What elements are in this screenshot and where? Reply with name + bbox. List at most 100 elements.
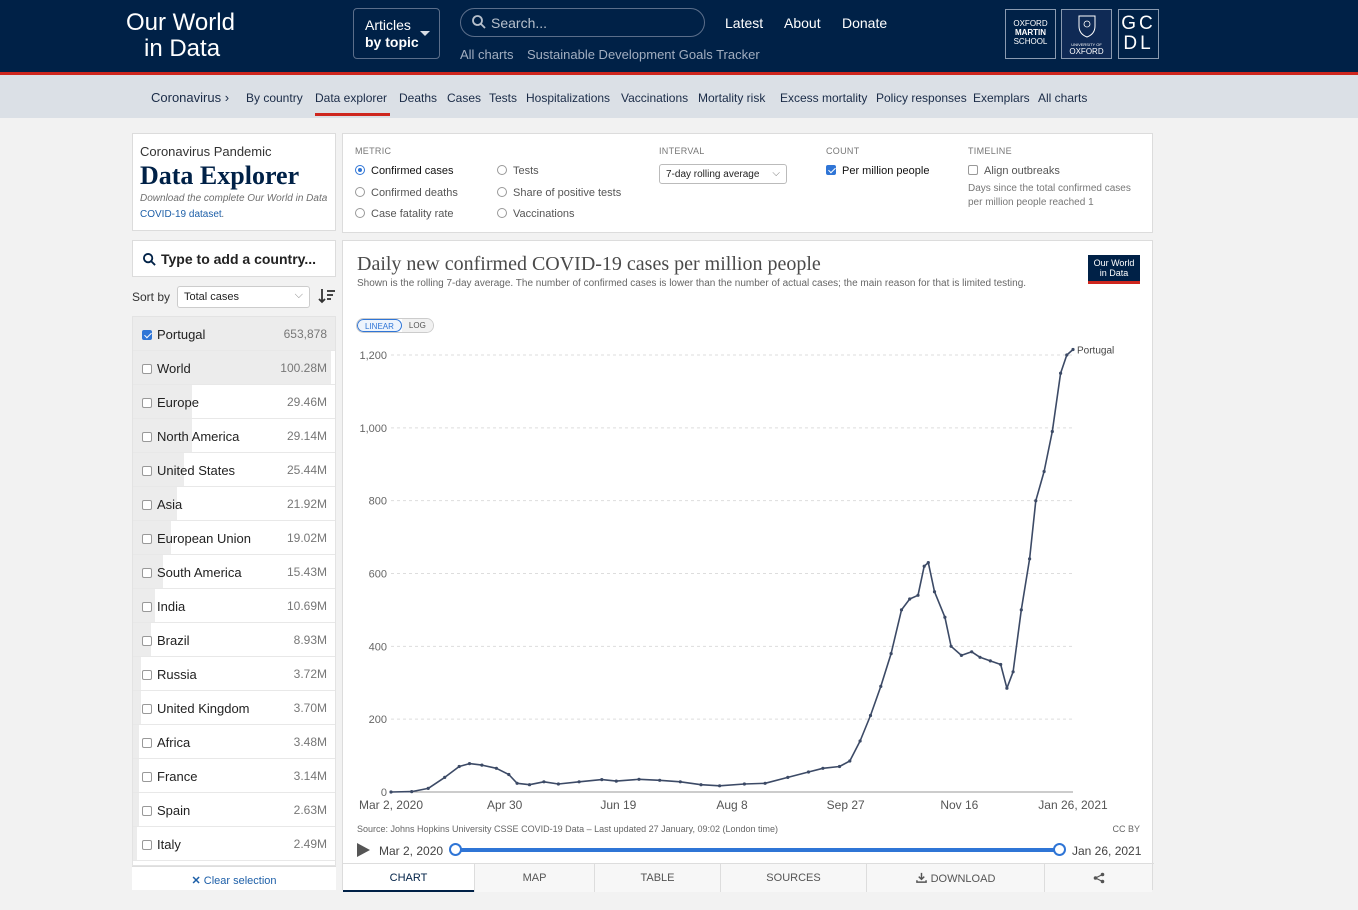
subnav-mortality-risk[interactable]: Mortality risk	[698, 91, 766, 105]
subnav-policy-responses[interactable]: Policy responses	[876, 91, 967, 105]
metric-share-positive-tests[interactable]: Share of positive tests	[497, 187, 621, 199]
data-point	[457, 764, 461, 769]
line-chart[interactable]: 0 200 400 600 800 1,000 1,200 Mar 2, 2020 Apr 30…	[343, 341, 1152, 821]
nav-about-link[interactable]: About	[784, 15, 821, 31]
interval-select[interactable]: 7-day rolling average ⌵	[659, 164, 787, 184]
checkbox-icon[interactable]	[142, 772, 152, 782]
x-tick-label: Jan 26, 2021	[1038, 798, 1108, 812]
subnav-hospitalizations[interactable]: Hospitalizations	[526, 91, 611, 105]
metric-tests[interactable]: Tests	[497, 165, 539, 177]
coronavirus-subnav: Coronavirus › By country Data explorer D…	[0, 75, 1358, 118]
count-per-million-checkbox[interactable]: Per million people	[826, 165, 929, 177]
tab-sources[interactable]: SOURCES	[721, 864, 867, 892]
checkbox-icon[interactable]	[142, 602, 152, 612]
country-row[interactable]: Africa 3.48M	[133, 725, 335, 759]
tab-map[interactable]: MAP	[475, 864, 595, 892]
all-charts-link[interactable]: All charts	[460, 47, 514, 62]
scale-toggle[interactable]: LINEAR LOG	[356, 318, 434, 333]
country-share-bar	[133, 487, 178, 520]
subnav-data-explorer[interactable]: Data explorer	[315, 91, 388, 105]
country-row[interactable]: United Kingdom 3.70M	[133, 691, 335, 725]
subnav-deaths[interactable]: Deaths	[399, 91, 438, 105]
scale-log-button[interactable]: LOG	[401, 319, 433, 332]
metric-vaccinations[interactable]: Vaccinations	[497, 208, 575, 220]
checkbox-icon[interactable]	[142, 398, 152, 408]
country-row[interactable]: Brazil 8.93M	[133, 623, 335, 657]
metric-case-fatality-rate[interactable]: Case fatality rate	[355, 208, 454, 220]
timeline-track[interactable]	[458, 848, 1062, 852]
country-search-placeholder: Type to add a country...	[161, 251, 317, 267]
country-row[interactable]: World 100.28M	[133, 351, 335, 385]
checkbox-icon[interactable]	[142, 330, 152, 340]
country-row[interactable]: Asia 21.92M	[133, 487, 335, 521]
country-row[interactable]: United States 25.44M	[133, 453, 335, 487]
subnav-vaccinations[interactable]: Vaccinations	[621, 91, 689, 105]
country-list[interactable]: Portugal 653,878 World 100.28M Europe 29.46M N…	[132, 316, 336, 866]
subnav-excess-mortality[interactable]: Excess mortality	[780, 91, 868, 105]
country-search-input[interactable]: Type to add a country...	[132, 240, 336, 277]
dataset-download-link[interactable]: COVID-19 dataset	[140, 209, 222, 220]
checkbox-icon[interactable]	[142, 364, 152, 374]
metric-confirmed-deaths[interactable]: Confirmed deaths	[355, 187, 458, 199]
country-row[interactable]: India 10.69M	[133, 589, 335, 623]
timeline-start-handle[interactable]	[449, 843, 462, 856]
country-share-bar	[133, 317, 335, 350]
checkbox-icon[interactable]	[142, 568, 152, 578]
checkbox-icon[interactable]	[142, 670, 152, 680]
country-name: North America	[157, 429, 240, 444]
subnav-all-charts[interactable]: All charts	[1038, 91, 1088, 105]
subnav-cases[interactable]: Cases	[447, 91, 482, 105]
articles-by-topic-button[interactable]: Articles by topic	[353, 8, 440, 59]
country-row[interactable]: South America 15.43M	[133, 555, 335, 589]
sdg-tracker-link[interactable]: Sustainable Development Goals Tracker	[527, 47, 760, 62]
oxford-martin-school-logo[interactable]: OXFORD MARTIN SCHOOL	[1005, 9, 1056, 59]
country-row[interactable]: Russia 3.72M	[133, 657, 335, 691]
tab-share[interactable]	[1045, 864, 1152, 892]
align-outbreaks-checkbox[interactable]: Align outbreaks	[968, 165, 1060, 177]
country-row[interactable]: Portugal 653,878	[133, 317, 335, 351]
checkbox-icon	[968, 165, 978, 175]
sort-by-select[interactable]: Total cases ⌵	[177, 286, 310, 308]
nav-latest-link[interactable]: Latest	[725, 15, 764, 31]
country-row[interactable]: European Union 19.02M	[133, 521, 335, 555]
tab-download[interactable]: DOWNLOAD	[867, 864, 1045, 892]
clear-selection-button[interactable]: ✕ Clear selection	[132, 866, 336, 890]
subnav-coronavirus[interactable]: Coronavirus ›	[151, 90, 230, 105]
data-point	[556, 782, 560, 786]
country-row[interactable]: Europe 29.46M	[133, 385, 335, 419]
checkbox-icon[interactable]	[142, 636, 152, 646]
checkbox-icon[interactable]	[142, 704, 152, 714]
search-input[interactable]: Search...	[460, 8, 705, 37]
nav-donate-link[interactable]: Donate	[842, 15, 888, 31]
country-row[interactable]: France 3.14M	[133, 759, 335, 793]
timeline-slider[interactable]: Mar 2, 2020 Jan 26, 2021	[357, 842, 1147, 860]
checkbox-icon[interactable]	[142, 738, 152, 748]
chevron-down-icon: ⌵	[772, 168, 780, 179]
sort-descending-icon[interactable]	[318, 287, 336, 305]
tab-table[interactable]: TABLE	[595, 864, 721, 892]
subnav-exemplars[interactable]: Exemplars	[973, 91, 1030, 105]
license-label[interactable]: CC BY	[1112, 824, 1140, 834]
checkbox-icon[interactable]	[142, 534, 152, 544]
checkbox-icon[interactable]	[142, 806, 152, 816]
subnav-tests[interactable]: Tests	[489, 91, 518, 105]
owid-logo[interactable]: Our World in Data	[126, 10, 235, 62]
checkbox-icon[interactable]	[142, 840, 152, 850]
metric-confirmed-cases[interactable]: Confirmed cases	[355, 165, 454, 177]
country-row[interactable]: Spain 2.63M	[133, 793, 335, 827]
owid-chart-logo[interactable]: Our World in Data	[1088, 255, 1140, 284]
country-name: Africa	[157, 735, 191, 750]
gcdl-logo[interactable]: GC DL	[1118, 9, 1159, 59]
country-row[interactable]: Italy 2.49M	[133, 827, 335, 861]
tab-chart[interactable]: CHART	[343, 864, 475, 892]
checkbox-icon[interactable]	[142, 466, 152, 476]
country-row[interactable]: North America 29.14M	[133, 419, 335, 453]
checkbox-icon[interactable]	[142, 432, 152, 442]
data-point	[970, 650, 974, 654]
timeline-end-handle[interactable]	[1053, 843, 1066, 856]
scale-linear-button[interactable]: LINEAR	[357, 319, 402, 332]
checkbox-icon[interactable]	[142, 500, 152, 510]
subnav-by-country[interactable]: By country	[246, 91, 303, 105]
play-icon[interactable]	[357, 843, 370, 857]
university-of-oxford-logo[interactable]: UNIVERSITY OF OXFORD	[1061, 9, 1112, 59]
